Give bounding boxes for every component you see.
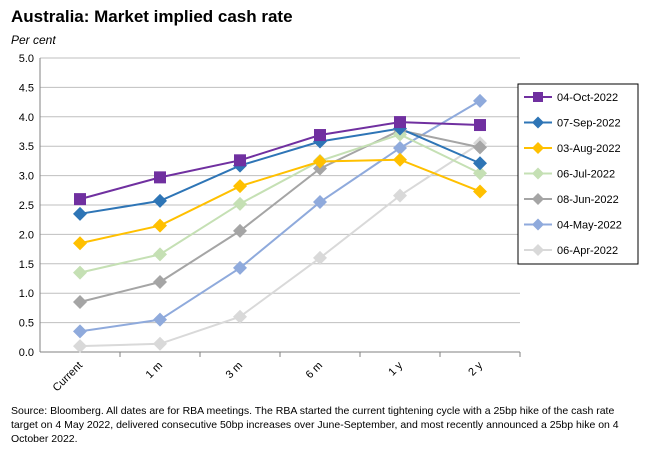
- x-tick-label: Current: [51, 360, 85, 394]
- data-point: [73, 265, 87, 280]
- x-tick-label: 1 m: [144, 360, 165, 381]
- legend-marker: [533, 92, 543, 102]
- data-point: [473, 184, 487, 199]
- y-axis-label: Per cent: [11, 33, 56, 47]
- legend-marker: [532, 218, 544, 231]
- x-tick-label: 1 y: [386, 359, 405, 378]
- data-point: [73, 206, 87, 221]
- legend-marker: [532, 142, 544, 154]
- y-tick-label: 3.5: [19, 141, 34, 153]
- data-point: [73, 236, 87, 251]
- y-tick-label: 5.0: [19, 53, 34, 65]
- legend-label: 06-Apr-2022: [557, 245, 618, 257]
- legend: 04-Oct-2022 07-Sep-2022 03-Aug-2022 06-Jul-…: [517, 83, 639, 265]
- data-point: [233, 260, 247, 275]
- y-tick-label: 1.0: [19, 288, 34, 300]
- y-tick-label: 0.5: [19, 318, 34, 330]
- y-tick-label: 0.0: [19, 347, 34, 359]
- legend-marker: [532, 116, 544, 129]
- x-axis-ticks: Current 1 m 3 m 6 m 1 y 2 y: [51, 352, 521, 394]
- series-markers: [73, 93, 487, 354]
- series-line: [79, 127, 481, 215]
- y-tick-label: 2.5: [19, 200, 34, 212]
- data-point: [154, 171, 166, 184]
- y-tick-label: 4.0: [19, 112, 34, 124]
- data-point: [314, 129, 326, 142]
- legend-marker: [532, 244, 544, 256]
- y-axis-ticks: 0.0 0.5 1.0 1.5 2.0 2.5 3.0 3.5 4.0 4.5 5.0: [19, 53, 34, 359]
- line-chart: 0.0 0.5 1.0 1.5 2.0 2.5 3.0 3.5 4.0 4.5 5.0 Curren…: [19, 53, 639, 394]
- data-point: [313, 161, 327, 176]
- data-point: [393, 152, 407, 167]
- data-point: [473, 93, 487, 108]
- data-point: [153, 275, 167, 290]
- x-tick-label: 2 y: [466, 359, 485, 378]
- series-line: [79, 133, 481, 274]
- data-point: [474, 119, 486, 132]
- source-note: Source: Bloomberg. All dates are for RBA…: [11, 405, 619, 445]
- series-line: [79, 158, 481, 245]
- data-point: [313, 250, 327, 265]
- series-lines: [79, 100, 481, 348]
- data-point: [233, 179, 247, 194]
- data-point: [74, 193, 86, 206]
- legend-label: 04-May-2022: [557, 220, 622, 232]
- legend-label: 04-Oct-2022: [557, 92, 618, 104]
- data-point: [153, 312, 167, 327]
- data-point: [73, 295, 87, 310]
- data-point: [393, 140, 407, 155]
- gridlines: [39, 57, 520, 353]
- data-point: [313, 154, 327, 169]
- series-line: [79, 142, 481, 348]
- legend-label: 06-Jul-2022: [557, 169, 615, 181]
- legend-label: 03-Aug-2022: [557, 143, 621, 155]
- data-point: [153, 247, 167, 262]
- legend-label: 08-Jun-2022: [557, 194, 619, 206]
- data-point: [233, 223, 247, 238]
- data-point: [233, 309, 247, 324]
- legend-label: 07-Sep-2022: [557, 118, 621, 130]
- data-point: [153, 336, 167, 351]
- y-tick-label: 2.0: [19, 229, 34, 241]
- data-point: [234, 154, 246, 167]
- series-line: [79, 121, 481, 201]
- data-point: [473, 156, 487, 171]
- data-point: [73, 339, 87, 354]
- data-point: [473, 140, 487, 155]
- data-point: [473, 166, 487, 181]
- legend-marker: [532, 193, 544, 205]
- y-tick-label: 3.0: [19, 171, 34, 183]
- chart-title: Australia: Market implied cash rate: [11, 7, 293, 26]
- legend-marker: [532, 167, 544, 180]
- data-point: [153, 218, 167, 233]
- y-tick-label: 4.5: [19, 82, 34, 94]
- y-tick-label: 1.5: [19, 259, 34, 271]
- data-point: [233, 196, 247, 211]
- series-line: [79, 129, 481, 303]
- data-point: [73, 324, 87, 339]
- data-point: [393, 188, 407, 203]
- data-point: [394, 116, 406, 129]
- x-tick-label: 6 m: [304, 360, 325, 381]
- data-point: [313, 195, 327, 210]
- data-point: [153, 193, 167, 208]
- x-tick-label: 3 m: [224, 360, 245, 381]
